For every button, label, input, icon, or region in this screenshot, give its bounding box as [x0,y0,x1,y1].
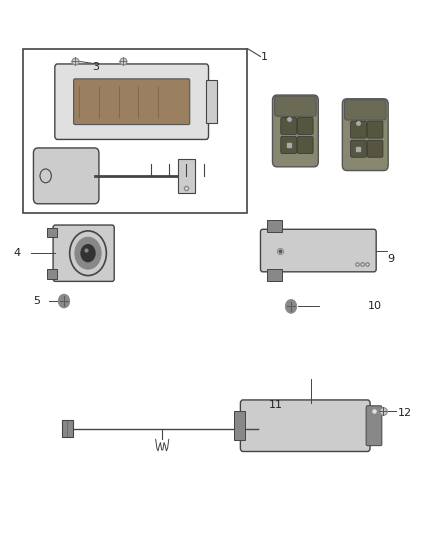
Bar [22,49,247,213]
Circle shape [81,245,95,262]
Circle shape [75,237,101,269]
FancyBboxPatch shape [343,99,388,171]
Text: 1: 1 [261,52,268,61]
FancyBboxPatch shape [351,140,366,157]
FancyBboxPatch shape [240,400,370,451]
Text: 6: 6 [283,112,290,123]
FancyBboxPatch shape [281,117,297,134]
Bar [177,159,195,193]
Circle shape [58,294,70,308]
Text: 9: 9 [387,254,394,263]
Text: 7: 7 [353,112,360,123]
FancyBboxPatch shape [367,121,383,138]
Bar [62,420,73,437]
FancyBboxPatch shape [55,64,208,140]
Bar [206,80,217,123]
FancyBboxPatch shape [33,148,99,204]
Text: 12: 12 [398,408,412,418]
FancyBboxPatch shape [281,136,297,154]
Text: 3: 3 [92,62,99,72]
FancyBboxPatch shape [367,140,383,157]
FancyBboxPatch shape [351,121,366,138]
Bar [47,228,57,237]
Bar [234,411,245,440]
FancyBboxPatch shape [297,136,313,154]
FancyBboxPatch shape [53,225,114,281]
Bar [47,269,57,279]
FancyBboxPatch shape [345,100,386,120]
FancyBboxPatch shape [297,117,313,134]
Text: 10: 10 [367,301,381,311]
Text: 4: 4 [13,248,20,258]
Circle shape [286,300,297,313]
Bar [267,220,283,232]
Text: 5: 5 [33,296,40,306]
Bar [267,269,283,281]
Text: 11: 11 [269,400,283,410]
FancyBboxPatch shape [275,96,316,116]
FancyBboxPatch shape [74,79,190,125]
FancyBboxPatch shape [261,229,376,272]
FancyBboxPatch shape [366,406,382,446]
FancyBboxPatch shape [272,95,318,167]
